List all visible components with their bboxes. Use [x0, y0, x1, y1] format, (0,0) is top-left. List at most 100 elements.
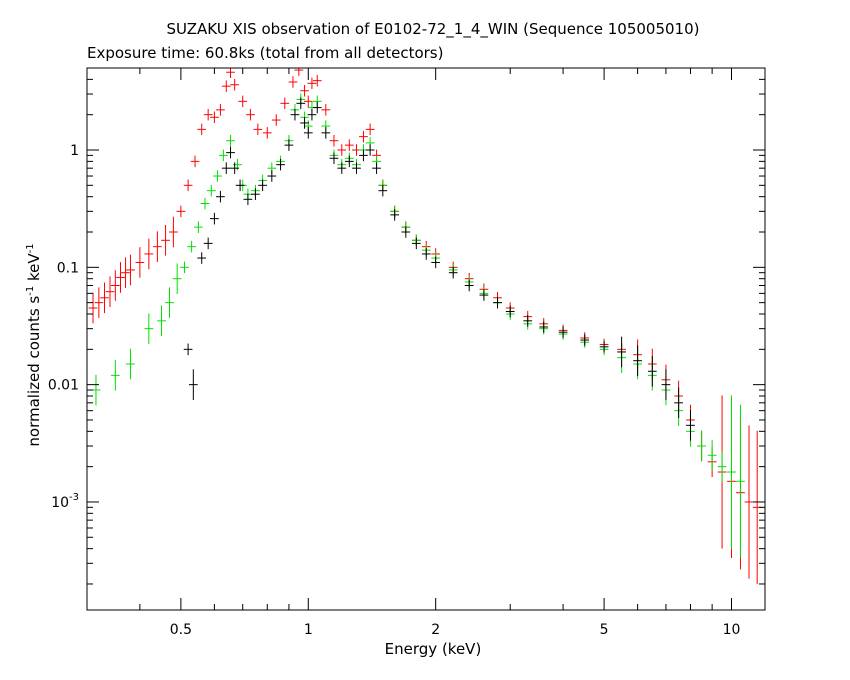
data-point — [183, 179, 193, 192]
data-point — [599, 341, 609, 353]
data-point — [226, 68, 235, 79]
data-point — [312, 101, 322, 114]
data-point — [91, 374, 101, 406]
series-0 — [88, 68, 762, 584]
data-point — [401, 226, 411, 238]
data-point — [337, 144, 347, 156]
x-tick-label: 1 — [304, 622, 313, 638]
data-point — [284, 139, 294, 151]
data-point — [206, 184, 216, 197]
y-tick-label: 1 — [70, 143, 79, 159]
data-point — [294, 68, 304, 76]
x-tick-label: 10 — [723, 622, 741, 638]
data-point — [135, 247, 145, 278]
data-point — [169, 216, 178, 248]
plot-frame — [86, 67, 766, 611]
data-point — [288, 76, 298, 88]
data-point — [505, 305, 515, 318]
data-point — [197, 123, 207, 136]
data-point — [230, 162, 240, 174]
data-point — [617, 336, 626, 368]
data-point — [226, 134, 235, 147]
data-point — [431, 256, 441, 269]
data-point — [94, 287, 104, 318]
data-point — [464, 279, 474, 292]
data-point — [300, 117, 309, 129]
data-point — [493, 296, 502, 309]
data-point — [344, 155, 354, 168]
data-point — [276, 158, 285, 171]
data-point — [661, 369, 671, 400]
data-point — [216, 104, 225, 116]
chart-title: SUZAKU XIS observation of E0102-72_1_4_W… — [166, 20, 700, 38]
data-point — [378, 184, 388, 197]
data-point — [421, 248, 431, 260]
data-point — [157, 305, 166, 337]
data-point — [411, 237, 421, 250]
data-point — [144, 238, 154, 270]
data-point — [558, 326, 568, 338]
x-tick-label: 0.5 — [170, 622, 192, 638]
data-point — [230, 78, 240, 91]
data-point — [180, 261, 189, 274]
data-point — [121, 257, 130, 288]
data-point — [200, 197, 210, 210]
data-point — [539, 321, 549, 333]
data-point — [116, 262, 125, 293]
y-tick-label: 0.1 — [57, 260, 79, 276]
data-point — [359, 149, 368, 162]
x-axis-label: Energy (keV) — [384, 640, 482, 658]
data-point — [203, 237, 213, 250]
data-point — [110, 270, 120, 301]
data-point — [243, 193, 253, 206]
data-point — [744, 425, 754, 579]
data-point — [303, 95, 313, 108]
data-point — [365, 144, 375, 156]
data-point — [307, 108, 317, 121]
chart-subtitle: Exposure time: 60.8ks (total from all de… — [87, 44, 444, 62]
data-point — [221, 162, 231, 174]
data-point — [344, 139, 354, 151]
x-tick-label: 2 — [431, 622, 440, 638]
x-tick-label: 5 — [600, 622, 609, 638]
data-point — [238, 95, 248, 108]
data-point — [216, 190, 225, 203]
data-point — [633, 345, 642, 376]
data-point — [153, 231, 162, 262]
data-point — [187, 240, 196, 253]
data-point — [210, 212, 219, 225]
data-point — [312, 74, 322, 87]
data-point — [271, 114, 281, 126]
data-point — [267, 170, 277, 182]
data-point — [213, 170, 222, 182]
data-point — [329, 134, 339, 147]
data-point — [307, 77, 317, 90]
data-point — [352, 162, 361, 174]
data-point — [372, 162, 381, 174]
data-point — [707, 439, 717, 471]
data-point — [365, 123, 375, 136]
data-point — [359, 130, 368, 143]
tick-layer: 0.5 1 2 5 10 10-3 0.01 0.1 1 — [48, 67, 765, 638]
data-point — [479, 289, 489, 301]
data-point — [290, 108, 300, 121]
data-point — [165, 287, 174, 318]
data-point — [321, 127, 331, 139]
data-point — [100, 282, 109, 314]
data-point — [280, 97, 290, 110]
data-point — [126, 254, 135, 286]
data-point — [110, 360, 120, 391]
data-point — [262, 127, 272, 139]
data-point — [296, 97, 306, 110]
data-point — [194, 221, 203, 233]
series-1 — [91, 93, 745, 558]
data-point — [300, 84, 309, 97]
data-point — [647, 355, 657, 387]
y-tick-label: 10-3 — [51, 492, 79, 511]
data-point — [235, 179, 245, 192]
data-point — [523, 315, 533, 327]
data-point — [390, 209, 400, 221]
data-point — [686, 410, 695, 441]
data-point — [88, 292, 98, 324]
